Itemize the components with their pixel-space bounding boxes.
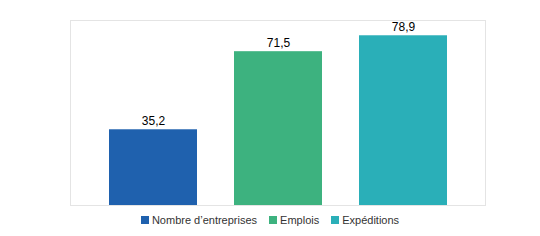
svg-text:78,9: 78,9 <box>392 20 416 34</box>
svg-text:35,2: 35,2 <box>142 114 166 128</box>
html-text:Expéditions: Expéditions <box>342 214 400 226</box>
html-text:Nombre d’entreprises: Nombre d’entreprises <box>151 214 258 226</box>
html-text:Emplois: Emplois <box>280 214 320 226</box>
svg-text:71,5: 71,5 <box>267 36 291 50</box>
